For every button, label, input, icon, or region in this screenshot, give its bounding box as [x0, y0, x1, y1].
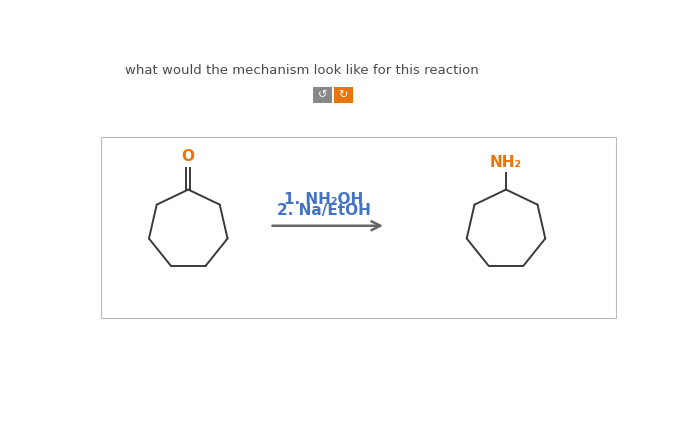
Text: O: O — [182, 149, 195, 164]
Text: ↻: ↻ — [339, 90, 348, 100]
Text: what would the mechanism look like for this reaction: what would the mechanism look like for t… — [125, 64, 479, 77]
FancyBboxPatch shape — [102, 137, 616, 318]
Text: 2. Na/EtOH: 2. Na/EtOH — [277, 203, 371, 218]
FancyBboxPatch shape — [334, 87, 353, 103]
Text: ↺: ↺ — [318, 90, 327, 100]
Text: 1. NH₂OH: 1. NH₂OH — [284, 191, 363, 206]
Text: NH₂: NH₂ — [490, 155, 522, 170]
FancyBboxPatch shape — [313, 87, 332, 103]
